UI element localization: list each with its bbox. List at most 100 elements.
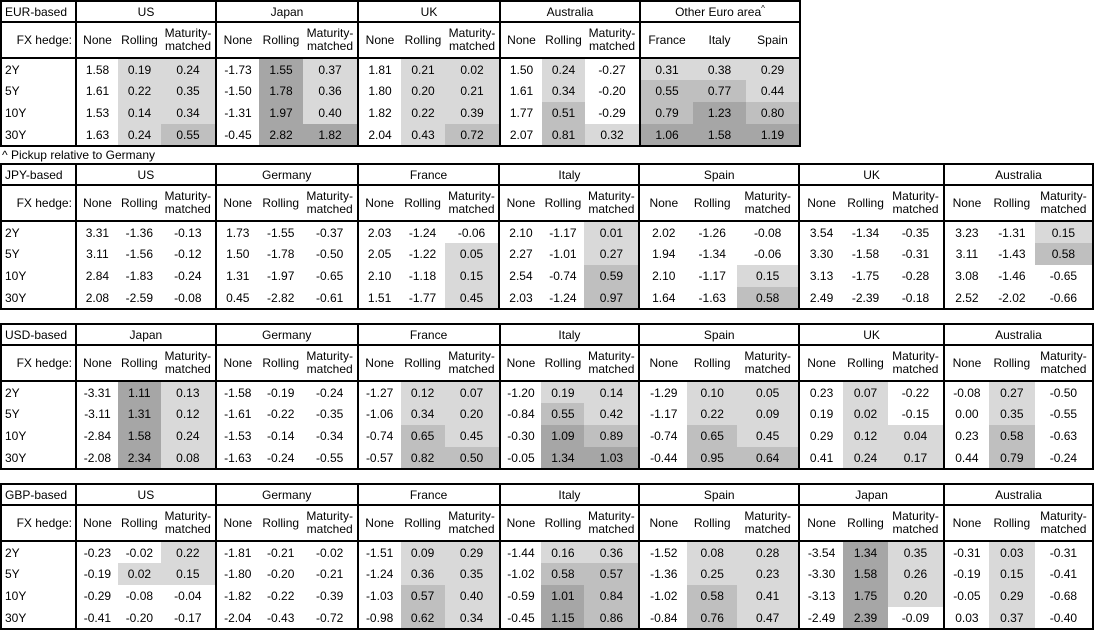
value-cell: -0.04	[174, 589, 202, 603]
value-cell: -0.45	[498, 607, 542, 629]
value-cell: -0.74	[638, 425, 688, 447]
value-cell: 0.20	[444, 403, 500, 425]
value-cell: -1.80	[214, 563, 259, 585]
value-cell: -0.19	[267, 385, 295, 400]
value-cell: -1.02	[638, 585, 688, 607]
value-cell: -1.27	[356, 381, 401, 403]
value-cell: 0.24	[843, 447, 888, 469]
value-cell: -0.06	[457, 225, 486, 240]
value-cell: 0.21	[401, 58, 445, 80]
column-header: Maturity-matched	[585, 22, 640, 59]
value-cell: 0.55	[541, 403, 585, 425]
value-cell: 0.82	[400, 447, 445, 469]
value-cell: 0.27	[988, 381, 1035, 403]
column-header: Rolling	[541, 185, 585, 222]
value-cell: -1.63	[214, 447, 259, 469]
value-cell: -2.08	[74, 447, 118, 469]
value-cell: -0.98	[356, 607, 401, 629]
fx-hedge-label: FX hedge:	[1, 185, 76, 222]
value-cell: -0.29	[74, 585, 118, 607]
value-cell: 0.23	[798, 381, 844, 403]
column-header: None	[798, 505, 844, 542]
value-cell: -0.22	[901, 385, 930, 400]
value-cell: 0.35	[988, 403, 1035, 425]
value-cell: -0.84	[498, 403, 542, 425]
value-cell: 0.86	[584, 607, 640, 629]
column-header: None	[499, 22, 542, 59]
value-cell: 1.06	[639, 124, 693, 146]
row-label: 2Y	[5, 545, 20, 560]
value-cell: 0.29	[746, 58, 800, 80]
value-cell: 1.58	[117, 425, 161, 447]
value-cell: 0.20	[401, 80, 445, 102]
value-cell: 0.07	[843, 381, 888, 403]
value-cell: 1.75	[843, 585, 888, 607]
value-cell: 1.55	[259, 58, 303, 80]
column-header: Maturity-matched	[888, 185, 944, 222]
value-cell: 0.35	[444, 563, 500, 585]
group-name: UK	[863, 327, 880, 342]
column-header: None	[356, 185, 401, 222]
value-cell: -0.18	[901, 290, 930, 305]
value-cell: 0.14	[118, 102, 161, 124]
value-cell: -0.24	[316, 385, 344, 400]
value-cell: 0.01	[584, 221, 640, 243]
value-cell: -3.31	[74, 381, 118, 403]
column-header: None	[942, 505, 989, 542]
value-cell: 0.35	[161, 80, 216, 102]
column-header: Rolling	[687, 505, 738, 542]
row-label: 30Y	[5, 610, 27, 625]
value-cell: -2.82	[267, 290, 295, 305]
value-cell: -0.05	[498, 447, 542, 469]
value-cell: -0.21	[316, 567, 344, 581]
group-name: Spain	[703, 167, 735, 182]
group-header: Italy	[498, 484, 640, 506]
value-cell: 0.07	[444, 381, 500, 403]
value-cell: 0.58	[541, 563, 585, 585]
column-header: Maturity-matched	[302, 185, 358, 222]
value-cell: -1.20	[498, 381, 542, 403]
value-cell: -1.58	[851, 247, 880, 261]
column-header: France	[639, 22, 693, 59]
value-cell: 2.34	[117, 447, 161, 469]
value-cell: 2.08	[74, 287, 118, 309]
value-cell: 2.02	[638, 221, 688, 243]
value-cell: 0.04	[888, 425, 944, 447]
value-cell: 2.54	[498, 265, 542, 287]
gbp-based-grid: GBP-based US Germany France Italy Spain Japan A…	[0, 483, 1094, 630]
value-cell: 0.19	[118, 58, 161, 80]
value-cell: 0.15	[737, 265, 800, 287]
group-header: Spain	[638, 484, 800, 506]
value-cell: 0.24	[542, 58, 585, 80]
value-cell: 1.31	[117, 403, 161, 425]
superscript-note-marker: ^	[761, 3, 765, 13]
value-cell: 0.19	[541, 381, 585, 403]
column-header: Rolling	[118, 22, 161, 59]
value-cell: -1.50	[215, 80, 259, 102]
value-cell: -1.17	[698, 269, 726, 283]
value-cell: 0.03	[942, 607, 989, 629]
column-header: None	[498, 345, 542, 382]
value-cell: -0.45	[215, 124, 259, 146]
column-header: None	[638, 185, 688, 222]
value-cell: -3.11	[74, 403, 118, 425]
value-cell: 0.65	[687, 425, 738, 447]
value-cell: 1.34	[541, 447, 585, 469]
value-cell: -2.02	[998, 290, 1026, 305]
table-base-label: USD-based	[1, 324, 76, 346]
value-cell: 0.22	[160, 541, 216, 563]
value-cell: -0.19	[942, 563, 989, 585]
value-cell: 0.13	[160, 381, 216, 403]
value-cell: -0.43	[267, 610, 295, 625]
value-cell: -1.83	[125, 269, 154, 283]
column-header: Maturity-matched	[1034, 345, 1093, 382]
group-header: Australia	[942, 164, 1093, 186]
value-cell: 2.49	[798, 287, 844, 309]
jpy-based-grid: JPY-based US Germany France Italy Spain UK Aust…	[0, 163, 1094, 310]
value-cell: -0.23	[74, 541, 118, 563]
value-cell: 0.80	[746, 102, 800, 124]
group-header: UK	[798, 324, 944, 346]
column-header: None	[74, 505, 118, 542]
group-header: France	[356, 484, 500, 506]
